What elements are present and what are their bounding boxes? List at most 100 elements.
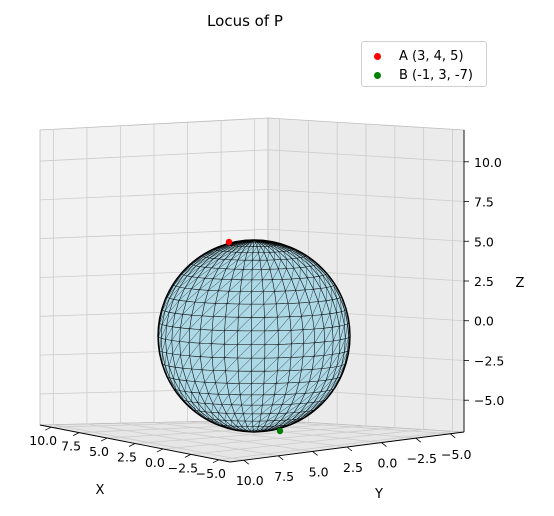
sphere-diagonal xyxy=(253,240,266,243)
sphere-diagonal xyxy=(291,249,301,258)
legend-label-b: B (-1, 3, -7) xyxy=(399,67,473,83)
tick-labels: 10.0 7.5 5.0 2.5 0.0 −2.5−5.0 10.0 7.5 5.0 2.5 0.0… xyxy=(29,155,504,488)
sphere-diagonal xyxy=(305,255,317,265)
sphere-diagonal xyxy=(200,316,214,330)
sphere-diagonal xyxy=(238,242,249,247)
sphere-diagonal xyxy=(344,337,349,353)
sphere-diagonal xyxy=(173,287,185,300)
sphere-diagonal xyxy=(298,289,306,304)
sphere-diagonal xyxy=(235,429,244,432)
sphere-diagonal xyxy=(316,263,326,275)
sphere-diagonal xyxy=(224,420,228,426)
sphere-diagonal xyxy=(237,413,244,422)
sphere-diagonal xyxy=(332,312,337,328)
sphere-diagonal xyxy=(282,268,287,280)
sphere-diagonal xyxy=(263,383,277,396)
y-tick-mark xyxy=(381,442,387,447)
sphere-diagonal xyxy=(191,381,196,393)
sphere-diagonal xyxy=(212,394,219,405)
sphere-diagonal xyxy=(236,426,239,430)
z-tick-label: 2.5 xyxy=(474,274,494,289)
sphere-diagonal xyxy=(264,330,279,345)
sphere-diagonal xyxy=(173,367,176,379)
sphere-diagonal xyxy=(231,425,236,430)
sphere-diagonal xyxy=(175,389,183,400)
y-tick-label: 7.5 xyxy=(274,469,294,484)
sphere-diagonal xyxy=(326,377,338,392)
sphere-diagonal xyxy=(326,273,334,286)
sphere-diagonal xyxy=(274,382,289,395)
legend-label-a: A (3, 4, 5) xyxy=(399,48,464,64)
sphere-diagonal xyxy=(181,264,192,274)
sphere-diagonal xyxy=(213,251,228,259)
sphere-diagonal xyxy=(228,279,242,292)
sphere-diagonal xyxy=(305,401,320,412)
sphere-meridian xyxy=(253,240,325,432)
tick-marks xyxy=(44,161,469,465)
sphere-diagonal xyxy=(251,383,265,396)
sphere-diagonal xyxy=(187,400,194,410)
sphere-diagonal xyxy=(182,301,196,315)
sphere-diagonal xyxy=(313,314,322,330)
z-tick-label: −2.5 xyxy=(474,353,504,368)
legend: A (3, 4, 5) B (-1, 3, -7) xyxy=(361,41,487,87)
sphere-diagonal xyxy=(179,276,193,288)
x-tick-mark xyxy=(184,454,192,458)
sphere-diagonal xyxy=(269,259,275,270)
sphere-diagonal xyxy=(238,371,252,384)
sphere-diagonal xyxy=(298,369,313,383)
sphere-diagonal xyxy=(158,324,163,338)
sphere-diagonal xyxy=(280,243,294,250)
sphere-diagonal xyxy=(213,303,228,317)
sphere-diagonal xyxy=(160,325,167,339)
sphere-diagonal xyxy=(274,419,287,427)
y-tick-mark xyxy=(312,451,318,456)
sphere-diagonal xyxy=(213,357,225,371)
sphere-diagonal xyxy=(251,371,265,384)
sphere-diagonal xyxy=(252,413,262,422)
sphere-diagonal xyxy=(171,327,181,341)
sphere-diagonal xyxy=(291,268,294,280)
x-tick-label: −2.5 xyxy=(168,460,198,475)
sphere-diagonal xyxy=(295,381,310,395)
sphere-diagonal xyxy=(334,284,341,298)
sphere-diagonal xyxy=(267,425,280,430)
sphere-diagonal xyxy=(191,256,204,265)
sphere-diagonal xyxy=(332,365,342,380)
sphere-diagonal xyxy=(224,330,238,345)
sphere-diagonal xyxy=(208,279,223,291)
sphere-diagonal xyxy=(267,241,280,246)
sphere-diagonal xyxy=(230,413,235,421)
z-tick-label: 10.0 xyxy=(474,155,502,170)
sphere-diagonal xyxy=(251,317,265,332)
y-axis-label: Y xyxy=(374,487,383,502)
sphere-diagonal xyxy=(279,244,290,251)
sphere-diagonal xyxy=(184,277,198,289)
sphere-diagonal xyxy=(267,241,282,245)
sphere-diagonal xyxy=(238,429,245,432)
sphere-diagonal xyxy=(224,317,239,331)
sphere-diagonal xyxy=(162,298,170,311)
sphere-diagonal xyxy=(291,417,306,425)
sphere-diagonal xyxy=(312,301,319,316)
y-floor-grid-line xyxy=(53,424,244,461)
sphere-diagonal xyxy=(219,245,234,252)
sphere-diagonal xyxy=(315,264,324,276)
sphere-surface xyxy=(157,239,351,433)
sphere-diagonal xyxy=(169,286,180,299)
sphere-diagonal xyxy=(251,303,265,318)
sphere-diagonal xyxy=(264,344,279,359)
sphere-diagonal xyxy=(345,323,348,339)
sphere-diagonal xyxy=(287,290,296,304)
x-tick-mark xyxy=(156,448,164,453)
sphere-meridian xyxy=(211,240,255,432)
sphere-diagonal xyxy=(339,324,345,340)
sphere-diagonal xyxy=(209,251,224,259)
sphere-diagonal xyxy=(235,242,247,247)
sphere-diagonal xyxy=(251,394,264,406)
sphere-diagonal xyxy=(289,356,304,371)
sphere-diagonal xyxy=(168,300,180,313)
sphere-diagonal xyxy=(225,303,240,318)
sphere-diagonal xyxy=(273,245,280,252)
sphere-diagonal xyxy=(204,393,209,404)
